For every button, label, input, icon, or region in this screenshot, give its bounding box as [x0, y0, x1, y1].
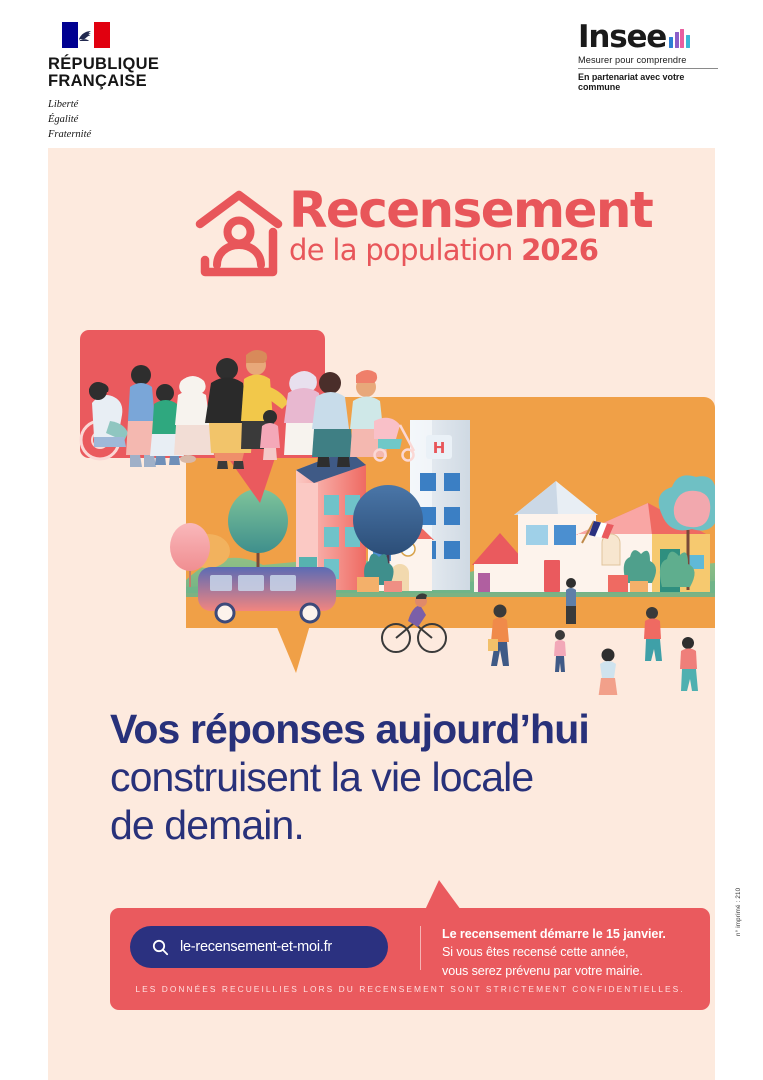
- flag-red-band: [94, 22, 110, 48]
- bar-4: [685, 34, 690, 48]
- recensement-brand-logo: Recensement de la population 2026: [195, 185, 654, 288]
- pedestrian-teal: [644, 607, 662, 661]
- pedestrian-orange: [488, 604, 509, 666]
- house-person-icon: [195, 190, 283, 277]
- brand-line-2: de la population 2026: [289, 236, 652, 265]
- insee-divider: [578, 67, 718, 69]
- trees: [170, 475, 715, 591]
- pedestrians: [488, 578, 698, 695]
- republique-francaise-logo: RÉPUBLIQUE FRANÇAISE Liberté Égalité Fra…: [48, 22, 228, 143]
- insee-wordmark: Insee: [578, 19, 667, 55]
- person-beard: [312, 372, 353, 467]
- banner-speech-tail: [425, 880, 461, 910]
- insee-logo: Insee Mesurer pour comprendre En partena…: [578, 19, 718, 93]
- person-white-headscarf: [174, 376, 214, 463]
- brand-line-2-prefix: de la population: [289, 233, 522, 267]
- french-flag-marianne-icon: [62, 22, 110, 48]
- promo-line-2: Si vous êtes recensé cette année,: [442, 945, 629, 960]
- confidentiality-notice: LES DONNÉES RECUEILLIES LORS DU RECENSEM…: [135, 984, 685, 994]
- search-icon: [152, 939, 169, 955]
- person-wheelchair: [79, 382, 128, 461]
- pedestrian-far-teal: [680, 637, 698, 691]
- city-bus: [198, 567, 336, 624]
- brand-year: 2026: [521, 233, 599, 267]
- brand-text: Recensement de la population 2026: [289, 181, 654, 265]
- headline-line-1: Vos réponses aujourd’hui: [110, 706, 590, 752]
- red-roof-house: [472, 533, 528, 592]
- pedestrian-child: [554, 630, 566, 672]
- republique-motto: Liberté Égalité Fraternité: [48, 98, 228, 143]
- bar-1: [669, 36, 674, 48]
- planter-4: [630, 581, 648, 592]
- motto-liberte: Liberté: [48, 98, 79, 110]
- hospital-h-label: H: [433, 439, 446, 457]
- print-reference-code: n° imprimé : 210: [735, 887, 742, 936]
- insee-wordmark-row: Insee: [578, 19, 718, 55]
- rf-line-1: RÉPUBLIQUE: [48, 55, 160, 73]
- motto-egalite: Égalité: [48, 113, 79, 125]
- headline-line-2: construisent la vie locale: [110, 753, 534, 800]
- website-url-label: le-recensement-et-moi.fr: [180, 939, 332, 955]
- planter-3: [608, 575, 628, 592]
- planter-2: [384, 581, 402, 592]
- bottom-banner: le-recensement-et-moi.fr Le recensement …: [110, 908, 710, 1010]
- pedestrian-pink-dress: [598, 648, 618, 695]
- marianne-silhouette-icon: [79, 31, 91, 41]
- flag-white-band: [78, 22, 94, 48]
- banner-divider: [420, 926, 422, 970]
- pedestrian-dark-small: [566, 578, 576, 624]
- bar-chart-icon: [669, 28, 690, 51]
- banner-promo-text: Le recensement démarre le 15 janvier. Si…: [442, 925, 692, 980]
- motto-fraternite: Fraternité: [48, 128, 92, 140]
- poster-header: RÉPUBLIQUE FRANÇAISE Liberté Égalité Fra…: [0, 0, 763, 148]
- bar-2: [674, 31, 679, 48]
- headline-line-3: de demain.: [110, 801, 305, 848]
- planter-1: [357, 577, 379, 592]
- bar-3: [680, 28, 685, 48]
- stroller: [373, 417, 416, 462]
- brand-line-1: Recensement: [289, 181, 654, 239]
- people-speech-bubble: [79, 330, 416, 503]
- republique-francaise-title: RÉPUBLIQUE FRANÇAISE: [48, 55, 228, 91]
- website-url-button[interactable]: le-recensement-et-moi.fr: [130, 926, 388, 968]
- promo-bold-line: Le recensement démarre le 15 janvier.: [442, 927, 666, 941]
- insee-partnership: En partenariat avec votre commune: [578, 72, 685, 93]
- cyclist: [381, 593, 447, 653]
- census-illustration: H: [79, 330, 715, 695]
- insee-tagline: Mesurer pour comprendre: [578, 54, 687, 65]
- promo-line-3: vous serez prévenu par votre mairie.: [442, 963, 643, 978]
- rf-line-2: FRANÇAISE: [48, 72, 147, 91]
- poster-headline: Vos réponses aujourd’hui construisent la…: [110, 706, 670, 850]
- child-pink: [260, 410, 280, 460]
- flag-blue-band: [62, 22, 78, 48]
